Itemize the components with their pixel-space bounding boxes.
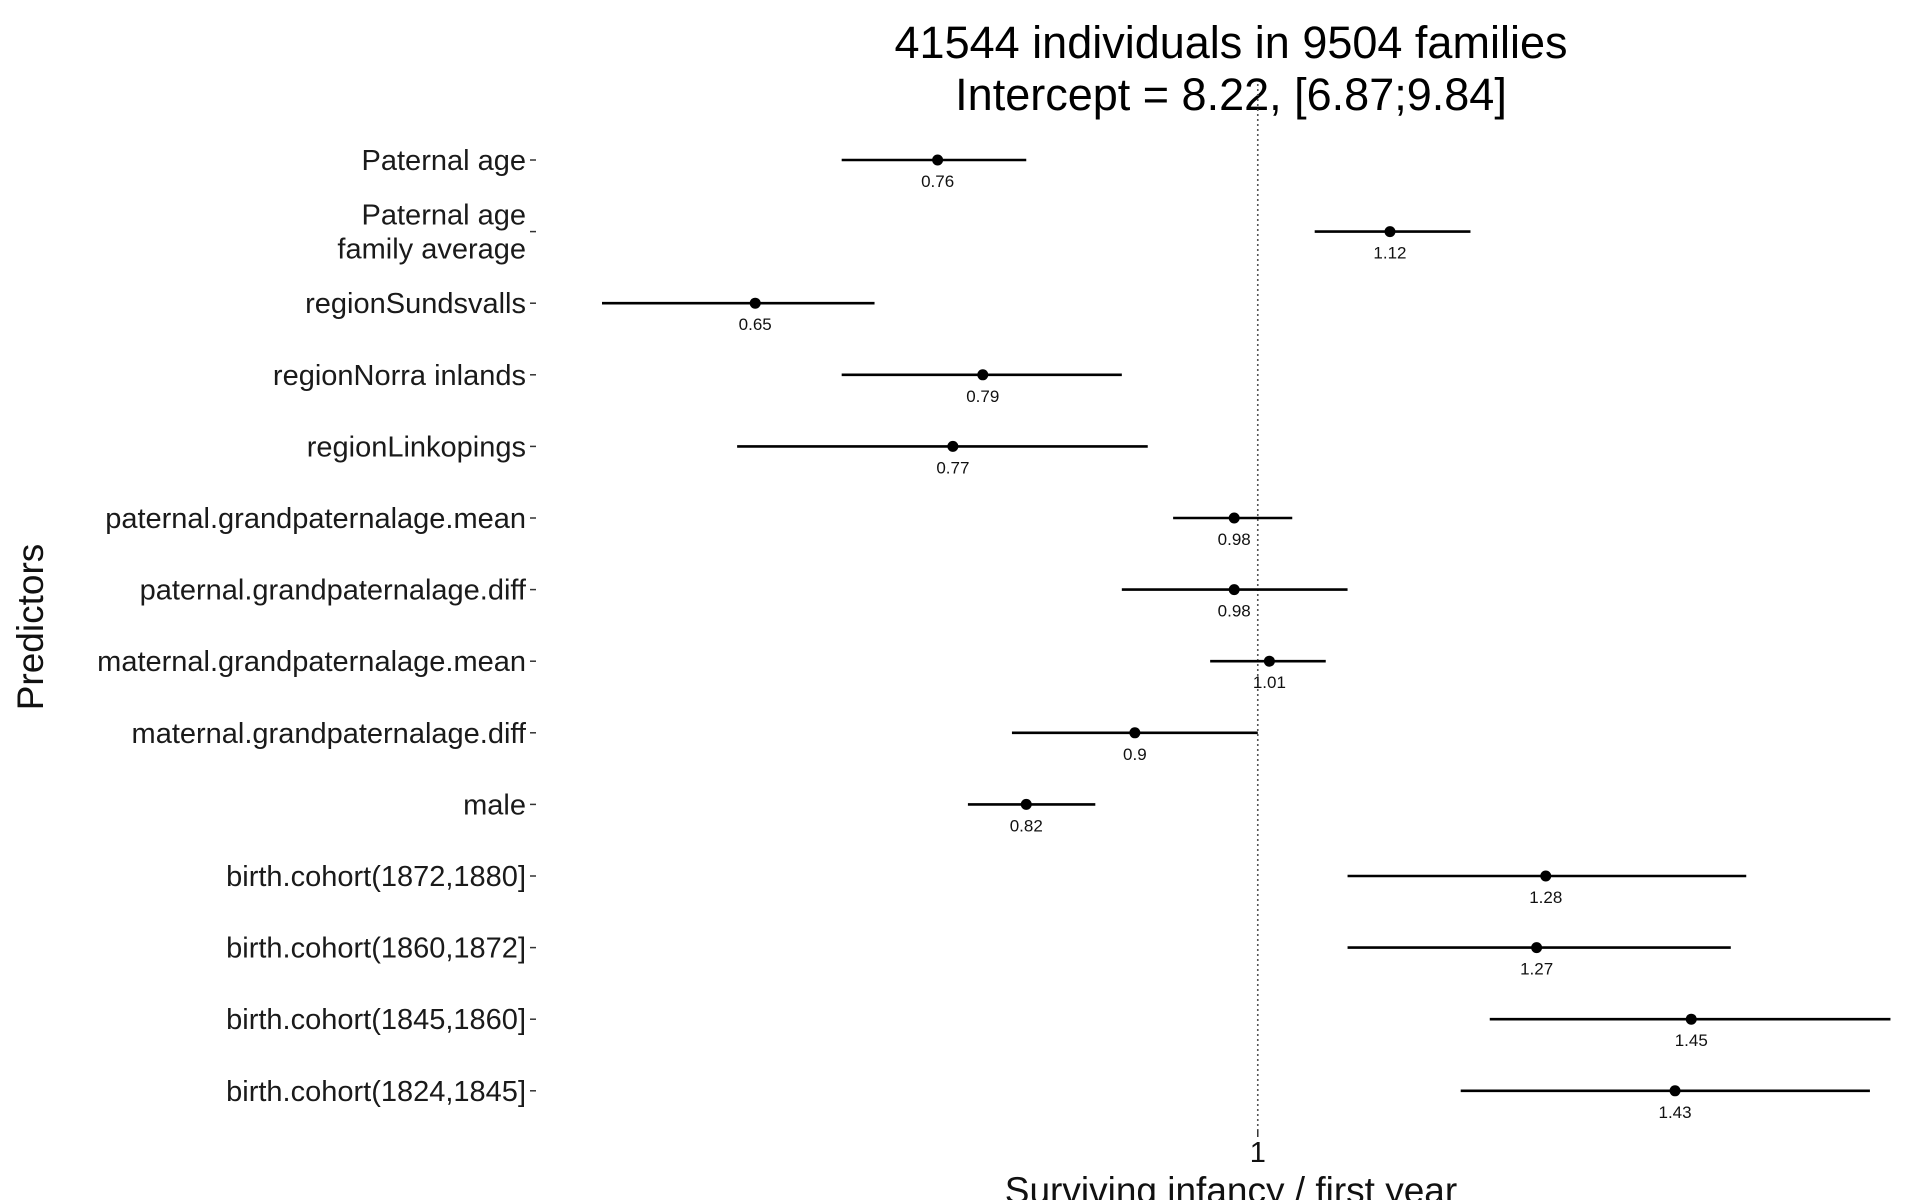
predictor-row: paternal.grandpaternalage.mean 0.98: [105, 503, 1293, 549]
chart-title: 41544 individuals in 9504 families Inter…: [895, 17, 1568, 120]
y-tick-label: birth.cohort(1824,1845]: [226, 1076, 526, 1108]
estimate-point: [1228, 584, 1240, 596]
estimate-point: [1531, 942, 1543, 954]
estimate-point: [1669, 1085, 1681, 1097]
estimate-value-label: 0.98: [1218, 602, 1251, 621]
y-tick-label: paternal.grandpaternalage.diff: [140, 575, 527, 607]
y-tick-label: birth.cohort(1860,1872]: [226, 933, 526, 965]
y-tick-label: maternal.grandpaternalage.diff: [132, 718, 527, 750]
y-tick-label: paternal.grandpaternalage.mean: [105, 503, 526, 535]
estimate-point: [947, 440, 959, 452]
estimate-point: [1228, 512, 1240, 524]
y-tick-label: regionNorra inlands: [273, 360, 526, 392]
predictor-row: male 0.82: [463, 789, 1096, 835]
estimate-value-label: 1.43: [1658, 1103, 1691, 1122]
estimate-point: [1540, 870, 1552, 882]
estimate-value-label: 0.98: [1218, 530, 1251, 549]
estimate-point: [749, 297, 761, 309]
estimate-point: [1685, 1013, 1697, 1025]
estimate-value-label: 1.27: [1520, 960, 1553, 979]
estimate-value-label: 1.28: [1529, 888, 1562, 907]
y-tick-label: regionSundsvalls: [305, 288, 526, 320]
estimate-value-label: 0.79: [966, 387, 999, 406]
estimate-value-label: 0.77: [936, 458, 969, 477]
y-tick-label: maternal.grandpaternalage.mean: [97, 646, 526, 678]
predictor-row: regionLinkopings 0.77: [307, 431, 1148, 477]
y-tick-label: family average: [337, 234, 526, 266]
chart-title-line-2: Intercept = 8.22, [6.87;9.84]: [955, 69, 1507, 120]
predictor-row: birth.cohort(1872,1880] 1.28: [226, 861, 1747, 907]
y-tick-label: Paternal age: [362, 200, 526, 232]
y-tick-label: regionLinkopings: [307, 431, 526, 463]
predictor-row: maternal.grandpaternalage.diff 0.9: [132, 718, 1258, 764]
estimate-point: [977, 369, 989, 381]
predictor-row: paternal.grandpaternalage.diff 0.98: [140, 575, 1348, 621]
estimate-point: [932, 154, 944, 166]
y-axis-title: Predictors: [10, 544, 51, 711]
y-tick-label: birth.cohort(1872,1880]: [226, 861, 526, 893]
estimate-value-label: 1.12: [1373, 244, 1406, 263]
x-axis-title: Surviving infancy / first year: [1005, 1170, 1457, 1200]
estimate-point: [1263, 655, 1275, 667]
estimate-value-label: 1.01: [1253, 673, 1286, 692]
predictor-row: regionNorra inlands 0.79: [273, 360, 1122, 406]
predictor-row: Paternal age 0.76: [362, 145, 1027, 191]
estimate-point: [1384, 226, 1396, 238]
estimate-value-label: 0.82: [1010, 816, 1043, 835]
chart-title-line-1: 41544 individuals in 9504 families: [895, 17, 1568, 68]
estimate-value-label: 0.76: [921, 172, 954, 191]
estimate-value-label: 1.45: [1675, 1031, 1708, 1050]
y-tick-label: male: [463, 789, 526, 821]
predictor-row: birth.cohort(1824,1845] 1.43: [226, 1076, 1870, 1122]
predictor-row: maternal.grandpaternalage.mean 1.01: [97, 646, 1326, 692]
x-tick-label-1: 1: [1250, 1137, 1266, 1169]
predictor-row: birth.cohort(1860,1872] 1.27: [226, 933, 1731, 979]
estimate-value-label: 0.65: [739, 315, 772, 334]
y-tick-label: Paternal age: [362, 145, 526, 177]
x-axis: 1: [1250, 1130, 1266, 1169]
predictor-row: birth.cohort(1845,1860] 1.45: [226, 1004, 1891, 1050]
predictor-row: regionSundsvalls 0.65: [305, 288, 875, 334]
estimate-point: [1020, 798, 1032, 810]
estimate-point: [1129, 727, 1141, 739]
estimate-value-label: 0.9: [1123, 745, 1147, 764]
y-tick-label: birth.cohort(1845,1860]: [226, 1004, 526, 1036]
